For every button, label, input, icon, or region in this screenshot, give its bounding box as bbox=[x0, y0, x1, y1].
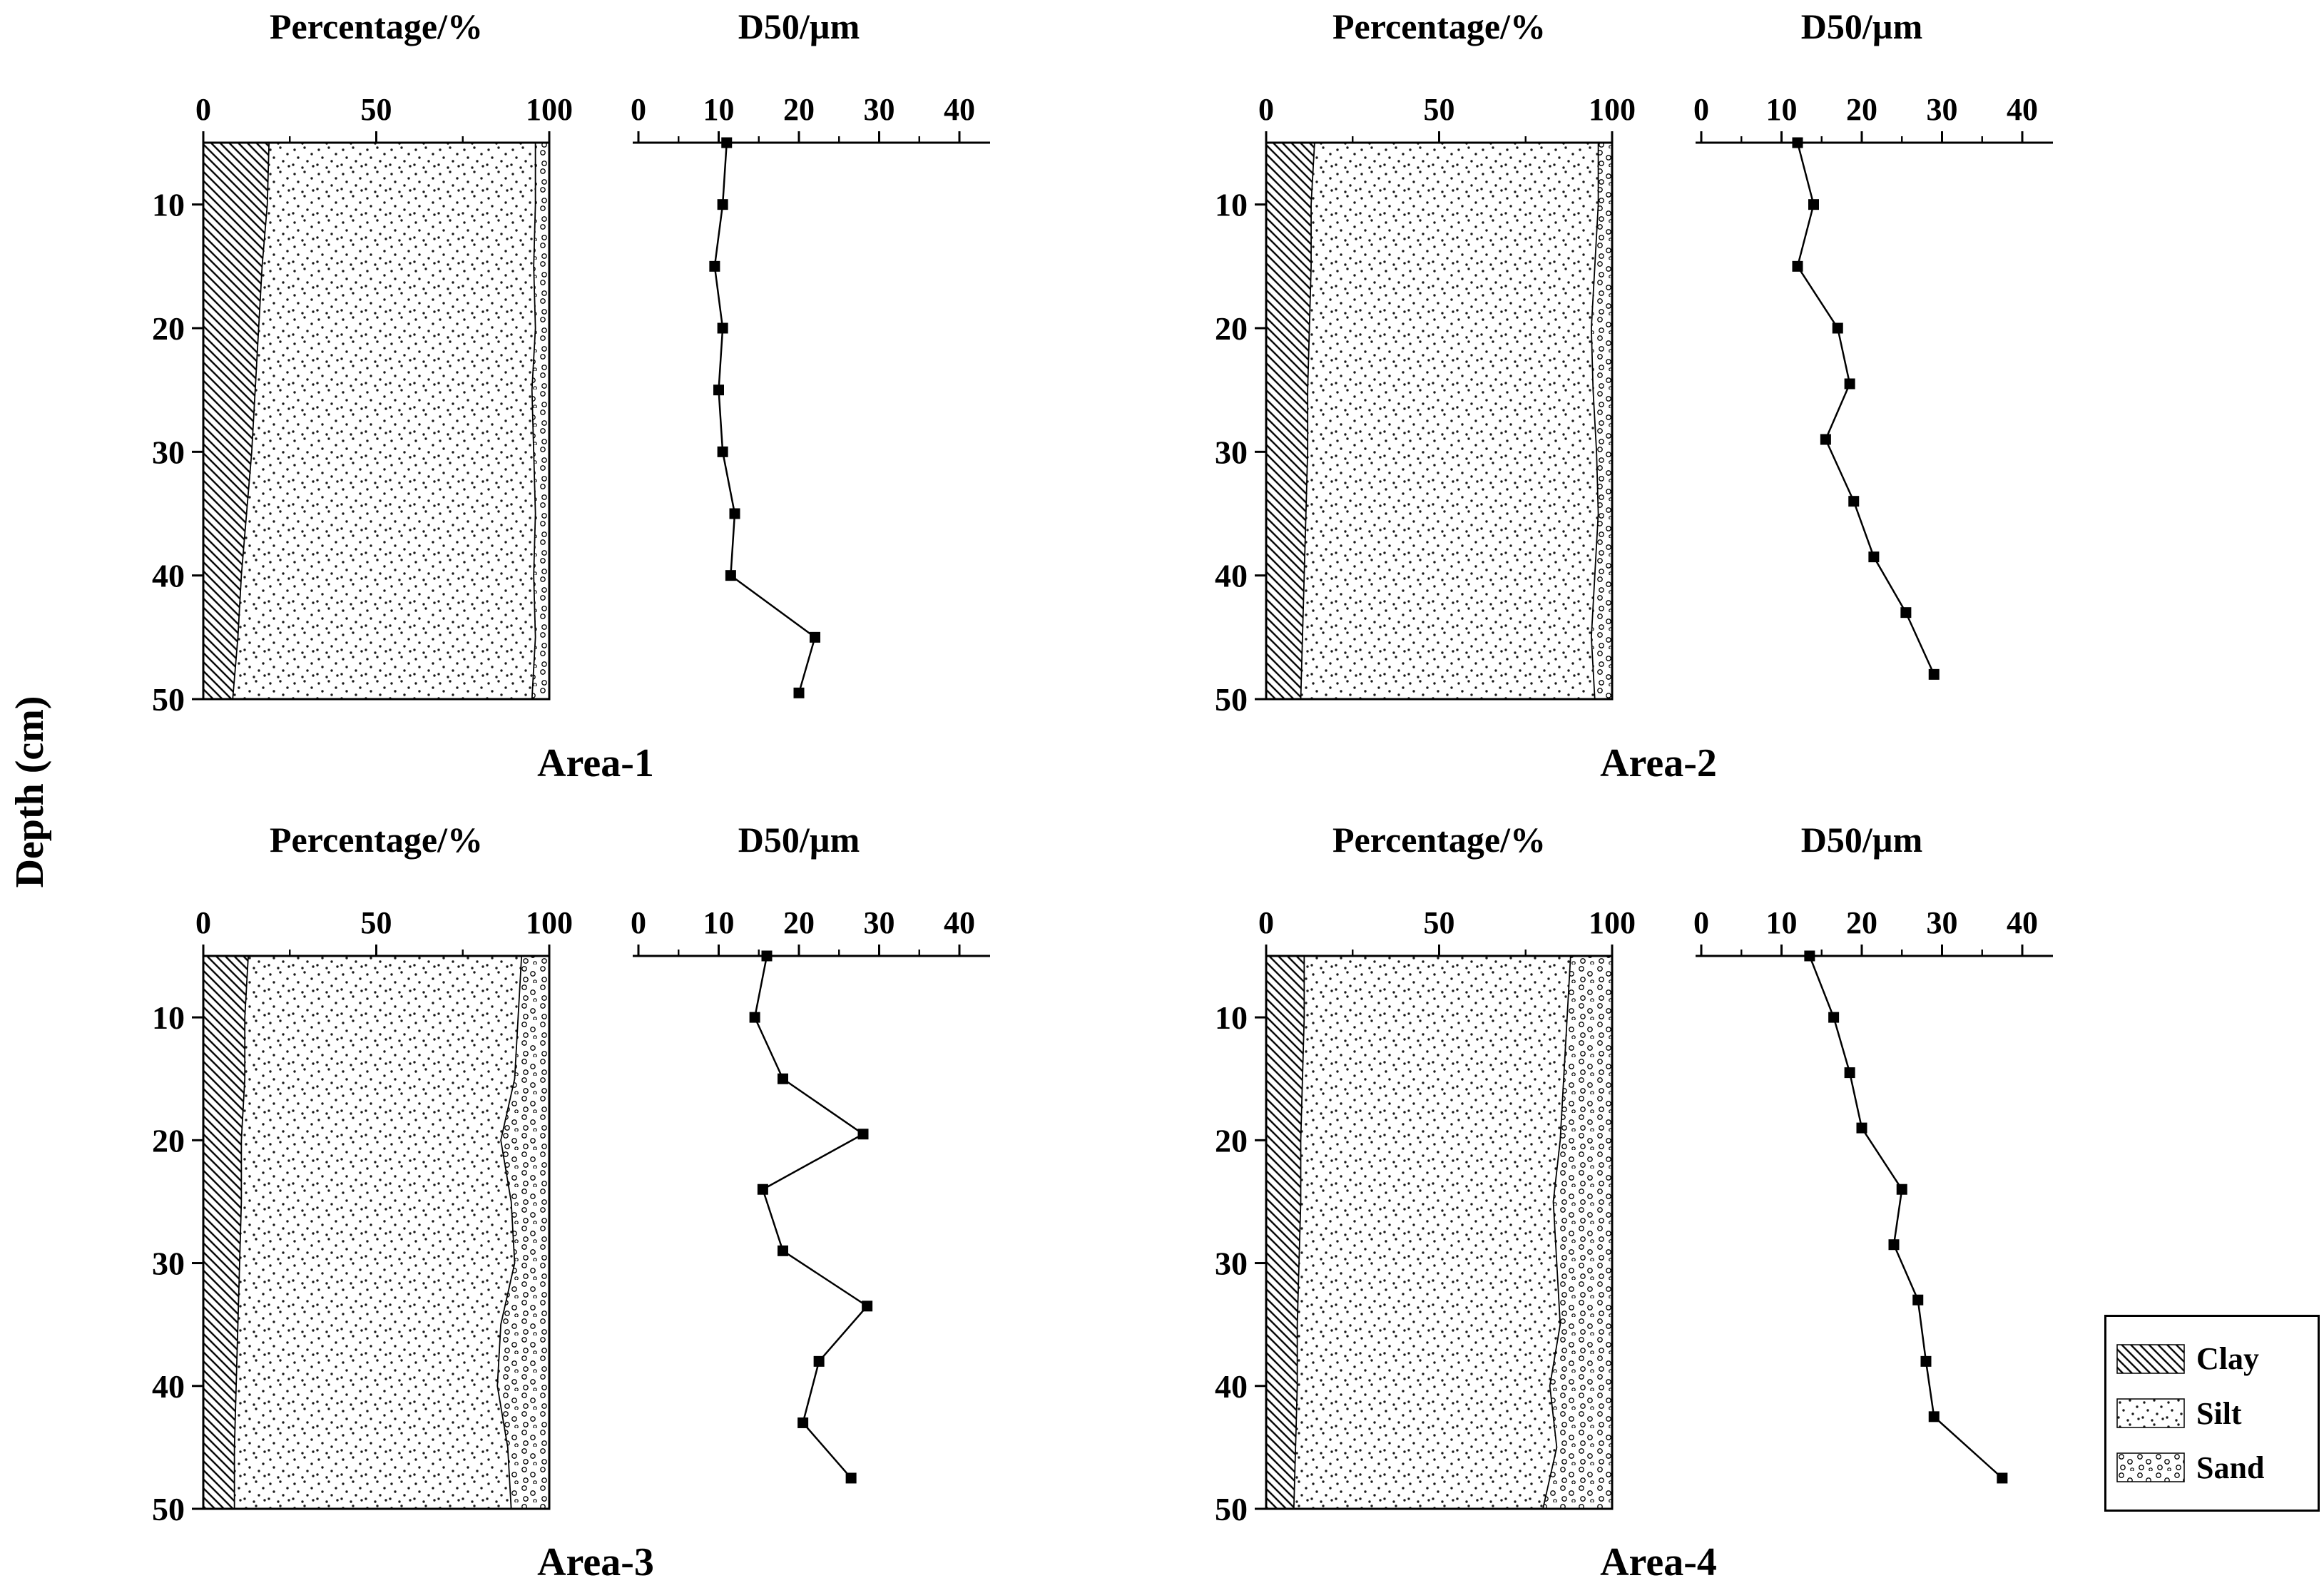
svg-text:100: 100 bbox=[1589, 92, 1636, 127]
area-4-label: Area-4 bbox=[1600, 1540, 1717, 1584]
area-4-d50-title: D50/µm bbox=[1800, 820, 1923, 860]
svg-text:0: 0 bbox=[1258, 92, 1274, 127]
area-2-percentage-title: Percentage/% bbox=[1332, 6, 1546, 46]
legend-label-sand: Sand bbox=[2196, 1450, 2265, 1485]
svg-text:40: 40 bbox=[944, 905, 975, 940]
depth-axis-label: Depth (cm) bbox=[8, 696, 52, 888]
svg-text:40: 40 bbox=[1215, 1368, 1248, 1405]
sand-pattern-swatch bbox=[2116, 1452, 2185, 1482]
svg-text:50: 50 bbox=[152, 681, 185, 718]
svg-text:0: 0 bbox=[1693, 92, 1709, 127]
svg-text:100: 100 bbox=[526, 92, 573, 127]
area-2-label: Area-2 bbox=[1600, 741, 1717, 785]
svg-text:0: 0 bbox=[195, 905, 211, 940]
svg-text:40: 40 bbox=[944, 92, 975, 127]
svg-text:30: 30 bbox=[864, 92, 895, 127]
legend: Clay Silt Sand bbox=[2104, 1315, 2320, 1512]
clay-pattern-swatch bbox=[2116, 1344, 2185, 1374]
area-2-d50-title: D50/µm bbox=[1800, 6, 1923, 46]
svg-text:50: 50 bbox=[361, 905, 392, 940]
svg-text:40: 40 bbox=[152, 558, 185, 594]
svg-text:40: 40 bbox=[1215, 558, 1248, 594]
svg-text:50: 50 bbox=[1215, 1491, 1248, 1527]
svg-text:30: 30 bbox=[1927, 905, 1958, 940]
svg-text:100: 100 bbox=[1589, 905, 1636, 940]
svg-text:10: 10 bbox=[1766, 905, 1798, 940]
area-4-percentage-title: Percentage/% bbox=[1332, 820, 1546, 860]
area-3-percentage-title: Percentage/% bbox=[270, 820, 483, 860]
legend-item-sand: Sand bbox=[2116, 1450, 2308, 1486]
svg-text:100: 100 bbox=[526, 905, 573, 940]
svg-text:40: 40 bbox=[2007, 92, 2038, 127]
svg-text:50: 50 bbox=[1215, 681, 1248, 718]
svg-text:0: 0 bbox=[195, 92, 211, 127]
area-3-d50-title: D50/µm bbox=[738, 820, 860, 860]
svg-text:10: 10 bbox=[703, 905, 735, 940]
svg-text:20: 20 bbox=[152, 1122, 185, 1159]
svg-text:10: 10 bbox=[1215, 999, 1248, 1036]
area-1-label: Area-1 bbox=[537, 741, 654, 785]
legend-item-clay: Clay bbox=[2116, 1340, 2308, 1377]
svg-text:20: 20 bbox=[1846, 92, 1877, 127]
svg-text:30: 30 bbox=[864, 905, 895, 940]
svg-text:50: 50 bbox=[361, 92, 392, 127]
svg-text:40: 40 bbox=[152, 1368, 185, 1405]
silt-pattern-swatch bbox=[2116, 1398, 2185, 1428]
svg-text:10: 10 bbox=[703, 92, 735, 127]
svg-text:30: 30 bbox=[152, 434, 185, 470]
legend-item-silt: Silt bbox=[2116, 1395, 2308, 1432]
svg-text:20: 20 bbox=[783, 92, 815, 127]
area-3-label: Area-3 bbox=[537, 1540, 654, 1584]
svg-text:20: 20 bbox=[1215, 310, 1248, 347]
svg-text:20: 20 bbox=[783, 905, 815, 940]
svg-text:0: 0 bbox=[1258, 905, 1274, 940]
area-1-percentage-title: Percentage/% bbox=[270, 6, 483, 46]
svg-text:30: 30 bbox=[1215, 434, 1248, 470]
svg-text:50: 50 bbox=[152, 1491, 185, 1527]
svg-text:20: 20 bbox=[1846, 905, 1877, 940]
svg-text:50: 50 bbox=[1424, 92, 1455, 127]
svg-text:10: 10 bbox=[152, 187, 185, 223]
svg-text:0: 0 bbox=[1693, 905, 1709, 940]
svg-text:20: 20 bbox=[1215, 1122, 1248, 1159]
svg-text:10: 10 bbox=[152, 999, 185, 1036]
legend-label-silt: Silt bbox=[2196, 1395, 2242, 1431]
svg-text:30: 30 bbox=[1927, 92, 1958, 127]
legend-label-clay: Clay bbox=[2196, 1341, 2259, 1377]
svg-text:50: 50 bbox=[1424, 905, 1455, 940]
svg-text:20: 20 bbox=[152, 310, 185, 347]
area-1-d50-title: D50/µm bbox=[738, 6, 860, 46]
svg-text:0: 0 bbox=[631, 92, 646, 127]
svg-text:0: 0 bbox=[631, 905, 646, 940]
svg-text:10: 10 bbox=[1215, 187, 1248, 223]
svg-text:30: 30 bbox=[152, 1246, 185, 1282]
svg-text:10: 10 bbox=[1766, 92, 1798, 127]
svg-text:40: 40 bbox=[2007, 905, 2038, 940]
svg-text:30: 30 bbox=[1215, 1246, 1248, 1282]
